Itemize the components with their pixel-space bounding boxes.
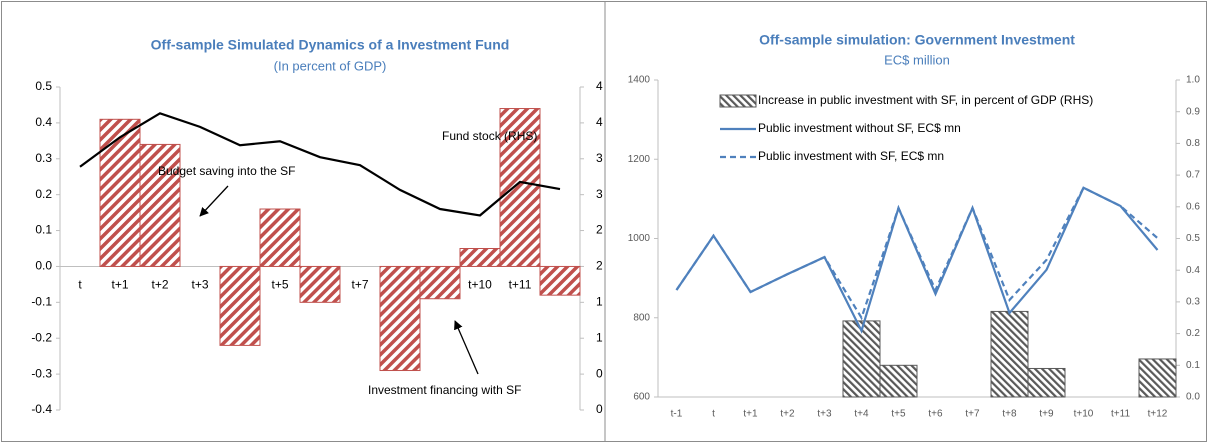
y2-tick-label: 4 — [596, 115, 603, 129]
y-tick-label: 0.4 — [35, 115, 52, 129]
y2-tick-label: 0.1 — [1186, 360, 1200, 371]
bar — [299, 265, 341, 303]
x-tick-label: t-1 — [671, 409, 683, 420]
y2-tick-label: 3 — [596, 151, 603, 165]
y2-tick-label: 3 — [596, 187, 603, 201]
bar — [379, 265, 421, 372]
x-tick-label: t+5 — [891, 409, 906, 420]
x-tick-label: t+4 — [854, 409, 869, 420]
annotation: Budget saving into the SF — [158, 164, 295, 178]
y-tick-label: 0.2 — [35, 187, 52, 201]
bar — [1138, 358, 1177, 398]
y2-tick-label: 0.9 — [1186, 106, 1200, 117]
y2-tick-label: 2 — [596, 259, 603, 273]
y2-tick-label: 0.5 — [1186, 233, 1200, 244]
bar — [539, 265, 581, 296]
x-tick-label: t+1 — [743, 409, 758, 420]
y-tick-label: 600 — [633, 392, 650, 403]
x-tick-label: t+6 — [928, 409, 943, 420]
y2-tick-label: 0.7 — [1186, 170, 1200, 181]
y-tick-label: 0.1 — [35, 223, 52, 237]
y-tick-label: -0.1 — [31, 295, 52, 309]
y-tick-label: 800 — [633, 312, 650, 323]
chart-subtitle: (In percent of GDP) — [274, 58, 387, 73]
x-tick-label: t+3 — [817, 409, 832, 420]
x-tick-label: t+5 — [271, 278, 288, 292]
bar — [990, 310, 1029, 398]
bar — [1027, 367, 1066, 398]
y2-tick-label: 1 — [596, 330, 603, 344]
y2-tick-label: 0 — [596, 366, 603, 380]
legend-swatch — [719, 94, 757, 108]
y-tick-label: 1200 — [628, 154, 651, 165]
line — [675, 186, 1159, 321]
y-tick-label: 1000 — [628, 233, 651, 244]
y2-tick-label: 0.6 — [1186, 201, 1200, 212]
chart-title: Off-sample Simulated Dynamics of a Inves… — [151, 37, 510, 53]
legend-label: Public investment with SF, EC$ mn — [758, 149, 944, 163]
chart-subtitle: EC$ million — [884, 52, 950, 67]
x-tick-label: t+7 — [965, 409, 980, 420]
bar — [459, 248, 501, 267]
y-tick-label: 0.3 — [35, 151, 52, 165]
bar — [259, 208, 301, 267]
y2-tick-label: 0 — [596, 402, 603, 416]
bar — [99, 118, 141, 267]
y2-tick-label: 4 — [596, 79, 603, 93]
x-tick-label: t+7 — [351, 278, 368, 292]
bar — [139, 143, 181, 267]
y2-tick-label: 1 — [596, 295, 603, 309]
y-tick-label: 1400 — [628, 75, 651, 86]
y2-tick-label: 0.0 — [1186, 392, 1200, 403]
y2-tick-label: 0.2 — [1186, 328, 1200, 339]
x-tick-label: t+12 — [1148, 409, 1168, 420]
y2-tick-label: 0.8 — [1186, 138, 1200, 149]
x-tick-label: t+10 — [468, 278, 492, 292]
bar — [842, 320, 881, 398]
x-tick-label: t+1 — [111, 278, 128, 292]
y-tick-label: -0.2 — [31, 330, 52, 344]
x-tick-label: t — [712, 409, 715, 420]
bar — [879, 364, 918, 398]
bar — [499, 108, 541, 267]
y2-tick-label: 0.3 — [1186, 297, 1200, 308]
x-tick-label: t+10 — [1074, 409, 1094, 420]
chart-title: Off-sample simulation: Government Invest… — [759, 32, 1075, 48]
x-tick-label: t — [78, 278, 82, 292]
y-tick-label: 0.5 — [35, 79, 52, 93]
x-tick-label: t+2 — [780, 409, 795, 420]
y2-tick-label: 0.4 — [1186, 265, 1200, 276]
bar — [419, 265, 461, 300]
x-tick-label: t+8 — [1002, 409, 1017, 420]
line — [675, 186, 1159, 334]
x-tick-label: t+9 — [1039, 409, 1054, 420]
y2-tick-label: 2 — [596, 223, 603, 237]
annotation-arrow — [454, 320, 479, 375]
line — [79, 112, 561, 217]
x-tick-label: t+3 — [191, 278, 208, 292]
annotation: Investment financing with SF — [368, 383, 521, 397]
y-tick-label: -0.4 — [31, 402, 52, 416]
y-tick-label: -0.3 — [31, 366, 52, 380]
y2-tick-label: 1.0 — [1186, 75, 1200, 86]
bar — [219, 265, 261, 346]
annotation: Fund stock (RHS) — [442, 129, 537, 143]
y-tick-label: 0.0 — [35, 259, 52, 273]
x-tick-label: t+11 — [509, 278, 532, 292]
x-tick-label: t+2 — [151, 278, 168, 292]
x-tick-label: t+11 — [1111, 409, 1130, 420]
legend-label: Public investment without SF, EC$ mn — [758, 121, 961, 135]
annotation-arrow — [199, 185, 229, 217]
legend-label: Increase in public investment with SF, i… — [758, 93, 1093, 107]
